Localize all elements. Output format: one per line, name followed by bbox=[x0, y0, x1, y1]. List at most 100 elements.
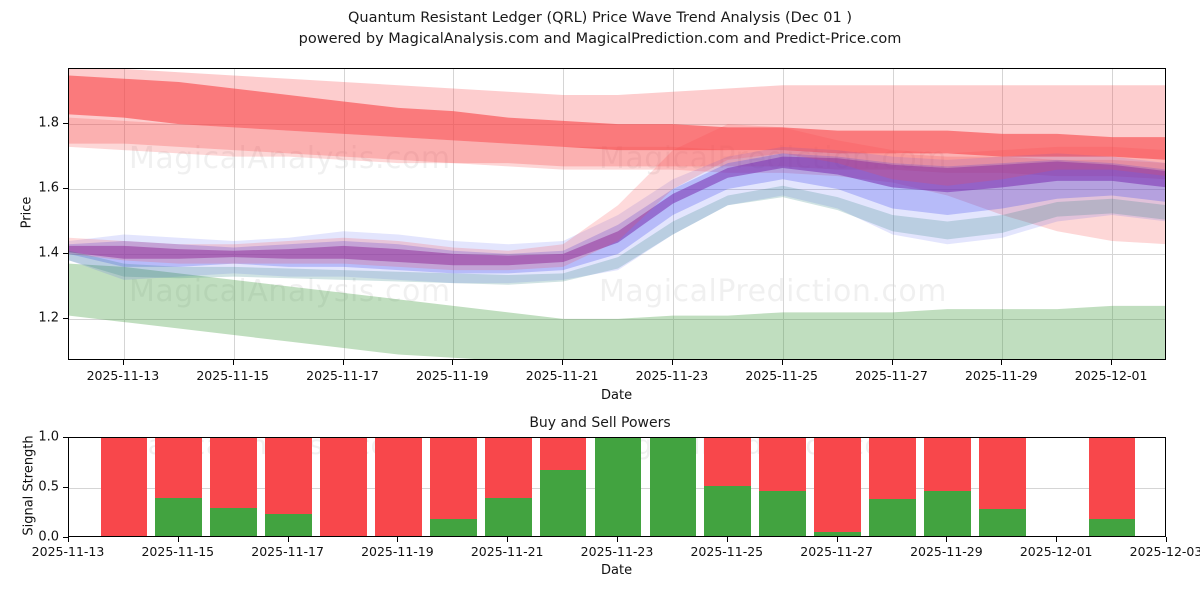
signal-bar[interactable] bbox=[869, 438, 916, 536]
signal-bar[interactable] bbox=[375, 438, 422, 536]
signal-bar[interactable] bbox=[210, 438, 258, 536]
x-tick-label: 2025-12-01 bbox=[1019, 544, 1093, 559]
x-axis-title: Date bbox=[601, 563, 633, 578]
signal-bar[interactable] bbox=[155, 438, 203, 536]
sell-power-segment bbox=[320, 438, 367, 536]
sell-power-segment bbox=[978, 438, 1026, 511]
x-tick-label: 2025-11-15 bbox=[196, 368, 270, 383]
y-tick-label: 1.6 bbox=[38, 180, 59, 196]
sell-power-segment bbox=[100, 438, 148, 536]
x-tick-mark bbox=[68, 537, 69, 542]
gridline-horizontal bbox=[69, 318, 1165, 320]
x-tick-mark bbox=[617, 537, 618, 542]
signal-bar[interactable] bbox=[978, 438, 1026, 536]
y-tick-mark bbox=[63, 537, 68, 538]
buy-power-segment bbox=[814, 532, 861, 536]
signal-bar[interactable] bbox=[484, 438, 532, 536]
x-tick-mark bbox=[781, 360, 783, 365]
buy-power-segment bbox=[1088, 519, 1136, 536]
x-tick-label: 2025-11-25 bbox=[690, 544, 764, 559]
x-tick-mark bbox=[562, 360, 564, 365]
buy-power-segment bbox=[924, 491, 971, 536]
x-tick-label: 2025-11-23 bbox=[580, 544, 654, 559]
y-tick-label: 1.8 bbox=[38, 115, 59, 131]
signal-bar[interactable] bbox=[265, 438, 312, 536]
y-tick-label: 1.4 bbox=[38, 245, 59, 261]
x-tick-label: 2025-11-17 bbox=[306, 368, 379, 383]
x-tick-label: 2025-11-25 bbox=[745, 368, 819, 383]
y-tick-mark bbox=[63, 123, 68, 125]
price-band-wave-band-teal-lower bbox=[69, 185, 1165, 285]
price-band-resistance-band-inner bbox=[69, 75, 1165, 160]
price-band-wave-band-purple-core bbox=[69, 156, 1165, 266]
x-tick-mark bbox=[507, 537, 509, 542]
gridline-vertical bbox=[672, 69, 674, 359]
chart-title-block: Quantum Resistant Ledger (QRL) Price Wav… bbox=[0, 8, 1200, 50]
sell-power-segment bbox=[155, 438, 203, 500]
x-tick-mark bbox=[452, 360, 454, 365]
price-band-resistance-band-lower bbox=[69, 117, 1165, 245]
y-tick-mark bbox=[63, 487, 68, 488]
sell-power-segment bbox=[210, 438, 258, 510]
signal-bar[interactable] bbox=[759, 438, 807, 536]
x-tick-label: 2025-11-15 bbox=[141, 544, 215, 559]
y-tick-mark bbox=[63, 437, 68, 438]
buy-power-segment bbox=[869, 499, 916, 536]
buy-power-segment bbox=[539, 470, 587, 536]
y-tick-label: 0.0 bbox=[38, 529, 59, 545]
buy-power-segment bbox=[429, 519, 477, 536]
sell-power-segment bbox=[265, 438, 312, 516]
y-tick-mark bbox=[63, 188, 68, 190]
x-tick-label: 2025-11-17 bbox=[251, 544, 324, 559]
x-tick-label: 2025-11-27 bbox=[855, 368, 928, 383]
x-tick-mark bbox=[342, 360, 344, 365]
buy-power-segment bbox=[594, 438, 642, 536]
gridline-horizontal bbox=[69, 253, 1165, 255]
x-tick-label: 2025-11-19 bbox=[361, 544, 434, 559]
x-tick-mark bbox=[671, 360, 673, 365]
x-tick-label: 2025-11-29 bbox=[910, 544, 983, 559]
sell-power-segment bbox=[539, 438, 587, 472]
sell-power-segment bbox=[704, 438, 752, 488]
x-tick-label: 2025-11-23 bbox=[635, 368, 709, 383]
y-axis-title: Signal Strength bbox=[21, 435, 37, 536]
x-tick-mark bbox=[122, 360, 124, 365]
price-band-wave-band-red-overlay bbox=[69, 124, 1165, 271]
sell-power-segment bbox=[759, 438, 807, 493]
x-tick-mark bbox=[726, 537, 728, 542]
x-tick-mark bbox=[397, 537, 399, 542]
x-tick-mark bbox=[836, 537, 838, 542]
signal-bar[interactable] bbox=[704, 438, 752, 536]
x-tick-label: 2025-11-29 bbox=[964, 368, 1038, 383]
y-tick-label: 0.5 bbox=[38, 479, 59, 495]
signal-bar[interactable] bbox=[429, 438, 477, 536]
signal-bar[interactable] bbox=[539, 438, 587, 536]
x-tick-label: 2025-11-27 bbox=[800, 544, 873, 559]
signal-bar[interactable] bbox=[649, 438, 697, 536]
signal-bar[interactable] bbox=[814, 438, 861, 536]
x-tick-mark bbox=[1166, 537, 1167, 542]
x-tick-mark bbox=[891, 360, 893, 365]
page-subtitle-credits: powered by MagicalAnalysis.com and Magic… bbox=[298, 31, 902, 47]
signal-bar[interactable] bbox=[594, 438, 642, 536]
x-tick-mark bbox=[1111, 360, 1113, 365]
y-tick-label: 1.2 bbox=[38, 310, 59, 326]
signal-bar[interactable] bbox=[1088, 438, 1136, 536]
x-tick-mark bbox=[1056, 537, 1058, 542]
buy-power-segment bbox=[978, 509, 1026, 536]
x-tick-mark bbox=[287, 537, 289, 542]
signal-bar[interactable] bbox=[100, 438, 148, 536]
gridline-vertical bbox=[1112, 69, 1114, 359]
signal-bar[interactable] bbox=[320, 438, 367, 536]
sell-power-segment bbox=[924, 438, 971, 493]
buy-power-segment bbox=[649, 438, 697, 536]
y-tick-mark bbox=[63, 317, 68, 319]
buy-power-segment bbox=[155, 498, 203, 536]
gridline-vertical bbox=[1002, 69, 1004, 359]
gridline-vertical bbox=[892, 69, 894, 359]
signal-bar[interactable] bbox=[924, 438, 971, 536]
x-tick-mark bbox=[1001, 360, 1003, 365]
sell-power-segment bbox=[429, 438, 477, 521]
page-title: Quantum Resistant Ledger (QRL) Price Wav… bbox=[347, 10, 853, 26]
y-tick-label: 1.0 bbox=[38, 429, 59, 445]
